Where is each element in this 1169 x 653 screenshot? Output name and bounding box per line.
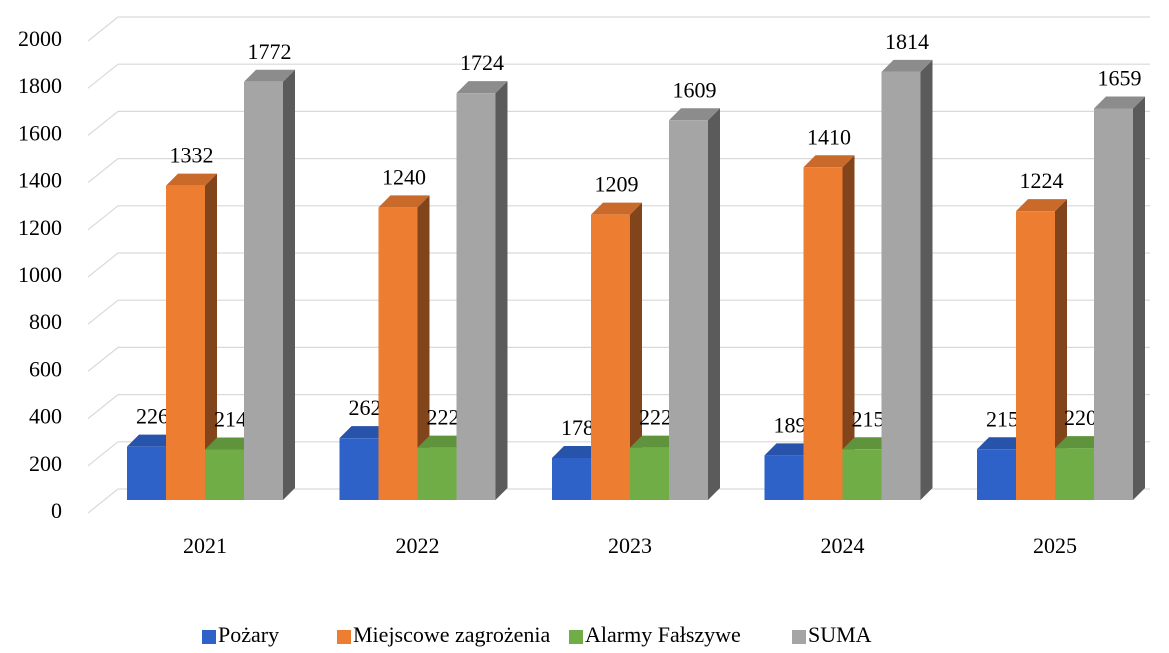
bar-top [456, 81, 508, 94]
bar-top [842, 437, 894, 450]
data-label: 1724 [460, 50, 504, 75]
bar [669, 120, 708, 500]
bar [1094, 108, 1133, 500]
x-tick-label: 2023 [608, 533, 652, 558]
bar-top [881, 59, 933, 72]
legend-label: Alarmy Fałszywe [585, 622, 741, 647]
bar [1016, 211, 1055, 501]
data-label: 1209 [595, 172, 639, 197]
data-label: 226 [136, 404, 169, 429]
bar [205, 449, 244, 500]
y-tick-label: 2000 [18, 26, 62, 51]
bar [630, 447, 669, 500]
bar-side [417, 195, 430, 501]
legend-swatch [337, 630, 351, 644]
grid-line [87, 158, 1150, 184]
x-tick-label: 2025 [1033, 533, 1077, 558]
bar-top [166, 173, 217, 186]
bar-top [1016, 199, 1067, 212]
data-label: 215 [986, 406, 1019, 431]
legend-swatch [792, 630, 806, 644]
bar-side [1133, 96, 1145, 500]
x-tick-label: 2024 [821, 533, 865, 558]
bar-side [920, 59, 933, 501]
grid-line [87, 16, 1150, 42]
y-tick-label: 600 [29, 356, 62, 381]
bar-top [378, 195, 430, 208]
bar-side [283, 69, 295, 501]
bar [1055, 448, 1094, 500]
bar-side [205, 173, 217, 500]
data-label: 1772 [248, 39, 292, 64]
bar-top [1094, 96, 1145, 109]
bar-top [591, 202, 642, 215]
bar [339, 438, 379, 500]
bar [977, 449, 1016, 500]
legend-label: Miejscowe zagrożenia [353, 622, 551, 647]
bar [378, 207, 418, 501]
data-label: 262 [349, 395, 382, 420]
bar [456, 93, 496, 501]
bar-top [417, 435, 469, 448]
bar [166, 185, 205, 500]
data-label: 1609 [673, 77, 717, 102]
data-label: 189 [774, 412, 807, 437]
bar [417, 447, 457, 500]
data-label: 215 [852, 406, 885, 431]
x-tick-label: 2021 [183, 533, 227, 558]
y-tick-label: 1800 [18, 73, 62, 98]
bar-side [842, 155, 855, 501]
data-label: 1410 [807, 124, 851, 149]
data-label: 1332 [170, 143, 214, 168]
data-label: 222 [639, 405, 672, 430]
bar-top [244, 69, 295, 82]
y-tick-label: 200 [29, 451, 62, 476]
data-label: 1240 [382, 164, 426, 189]
y-tick-label: 1000 [18, 262, 62, 287]
y-tick-label: 1200 [18, 215, 62, 240]
bar [552, 457, 591, 500]
bar-top [552, 445, 603, 458]
bar-top [803, 155, 855, 168]
bar-top [977, 437, 1028, 450]
y-tick-label: 0 [51, 498, 62, 523]
data-label: 1659 [1098, 66, 1142, 91]
x-tick-label: 2022 [396, 533, 440, 558]
y-tick-label: 800 [29, 309, 62, 334]
data-label: 220 [1064, 405, 1097, 430]
y-tick-label: 400 [29, 404, 62, 429]
legend-swatch [569, 630, 583, 644]
bar [591, 214, 630, 500]
y-tick-label: 1600 [18, 120, 62, 145]
bar-top [205, 437, 256, 450]
grid-line [87, 110, 1150, 136]
y-tick-label: 1400 [18, 168, 62, 193]
bar-top [339, 426, 391, 439]
data-label: 1224 [1020, 168, 1064, 193]
bar-side [495, 81, 508, 501]
legend-label: Pożary [218, 622, 279, 647]
bar-side [1055, 199, 1067, 501]
bar-top [764, 443, 816, 456]
grid-line [87, 63, 1150, 89]
data-label: 1814 [885, 29, 929, 54]
bar-side [708, 108, 720, 500]
data-label: 222 [427, 405, 460, 430]
bar-side [630, 202, 642, 500]
bar [881, 71, 921, 500]
bar-top [127, 434, 178, 447]
bar-top [669, 108, 720, 121]
bar [803, 167, 843, 501]
legend-swatch [202, 630, 216, 644]
legend-label: SUMA [808, 622, 872, 647]
bar-top [630, 435, 681, 448]
bar-top [1055, 436, 1106, 449]
data-label: 214 [214, 407, 247, 432]
bar [764, 455, 804, 500]
bar [244, 81, 283, 501]
bar [842, 449, 882, 500]
bar [127, 446, 166, 500]
data-label: 178 [561, 415, 594, 440]
